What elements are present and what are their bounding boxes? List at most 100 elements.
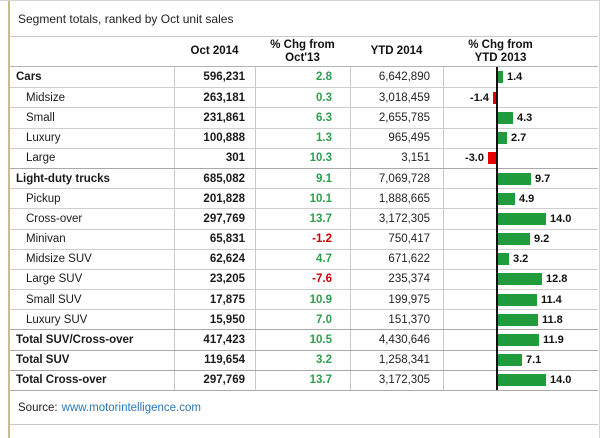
positive-bar: [498, 253, 509, 266]
oct-2014-value: 417,423: [174, 330, 255, 350]
chg-ytd-bar-cell: 2.7: [443, 128, 598, 148]
bar-value-label: 12.8: [546, 273, 568, 286]
bar-value-label: 4.9: [519, 192, 535, 205]
bar-value-label: 14.0: [550, 212, 572, 225]
ytd-2014-value: 3,018,459: [350, 88, 443, 108]
segment-label: Cars: [16, 71, 42, 84]
segment-label: Large: [26, 152, 56, 165]
chg-oct-value: 6.3: [255, 108, 350, 128]
bar-value-label: -1.4: [470, 91, 489, 104]
chg-oct-value: 7.0: [255, 310, 350, 330]
chg-oct-value: -1.2: [255, 229, 350, 249]
segment-label: Small: [26, 111, 55, 124]
negative-bar: [488, 152, 498, 165]
bar-value-label: -3.0: [465, 152, 484, 165]
positive-bar: [498, 293, 537, 306]
segment-label: Midsize SUV: [26, 253, 92, 266]
chg-ytd-bar-cell: 4.3: [443, 108, 598, 128]
table-row: Light-duty trucks 685,082 9.1 7,069,728 …: [10, 167, 598, 189]
chg-ytd-bar-cell: 9.2: [443, 229, 598, 249]
positive-bar: [498, 71, 503, 84]
bar-value-label: 11.4: [541, 293, 562, 306]
segment-label: Small SUV: [26, 293, 82, 306]
segment-label: Luxury: [26, 132, 61, 145]
chg-oct-value: 9.1: [255, 168, 350, 189]
bar-value-label: 9.7: [535, 172, 551, 185]
positive-bar: [498, 374, 546, 387]
bar-value-label: 7.1: [526, 354, 542, 367]
oct-2014-value: 263,181: [174, 88, 255, 108]
chg-ytd-bar-cell: 1.4: [443, 67, 598, 88]
chg-ytd-bar-cell: 11.4: [443, 290, 598, 310]
chg-ytd-bar-cell: 14.0: [443, 370, 598, 390]
chg-oct-value: 2.8: [255, 67, 350, 88]
report-content: Segment totals, ranked by Oct unit sales…: [10, 1, 598, 425]
oct-2014-value: 65,831: [174, 229, 255, 249]
header-ytd-2014: YTD 2014: [370, 45, 423, 57]
oct-2014-value: 297,769: [174, 209, 255, 229]
source-row: Source: www.motorintelligence.com: [10, 391, 598, 425]
chg-oct-value: 10.1: [255, 189, 350, 209]
positive-bar: [498, 192, 515, 205]
chart-zero-axis: [496, 67, 498, 390]
bar-value-label: 9.2: [534, 233, 550, 246]
positive-bar: [498, 132, 507, 145]
bar-value-label: 1.4: [507, 71, 523, 84]
chg-ytd-bar-cell: -1.4: [443, 88, 598, 108]
bar-value-label: 4.3: [517, 111, 533, 124]
ytd-2014-value: 2,655,785: [350, 108, 443, 128]
chg-ytd-bar-cell: 11.9: [443, 330, 598, 350]
table-row: Total SUV/Cross-over 417,423 10.5 4,430,…: [10, 329, 598, 350]
bar-value-label: 2.7: [511, 132, 527, 145]
segment-label: Total SUV/Cross-over: [16, 334, 134, 347]
positive-bar: [498, 212, 546, 225]
left-accent-border: [8, 1, 10, 438]
positive-bar: [498, 334, 539, 347]
positive-bar: [498, 313, 538, 326]
positive-bar: [498, 111, 513, 124]
table-row: Total SUV 119,654 3.2 1,258,341 7.1: [10, 349, 598, 370]
oct-2014-value: 301: [174, 148, 255, 168]
chg-ytd-bar-cell: 9.7: [443, 168, 598, 189]
segment-label: Pickup: [26, 192, 61, 205]
chg-ytd-bar-cell: 14.0: [443, 209, 598, 229]
oct-2014-value: 297,769: [174, 370, 255, 390]
table-row: Luxury SUV 15,950 7.0 151,370 11.8: [10, 309, 598, 330]
segment-label: Large SUV: [26, 273, 83, 286]
header-oct-2014: Oct 2014: [190, 45, 239, 57]
chg-oct-value: 3.2: [255, 350, 350, 370]
oct-2014-value: 596,231: [174, 67, 255, 88]
segment-label: Luxury SUV: [26, 313, 88, 326]
oct-2014-value: 231,861: [174, 108, 255, 128]
oct-2014-value: 685,082: [174, 168, 255, 189]
oct-2014-value: 62,624: [174, 249, 255, 269]
oct-2014-value: 17,875: [174, 290, 255, 310]
header-segment: [10, 37, 174, 66]
source-label: Source:: [18, 401, 58, 414]
segment-label: Total SUV: [16, 354, 70, 367]
chg-ytd-bar-cell: 11.8: [443, 310, 598, 330]
table-row: Large SUV 23,205 -7.6 235,374 12.8: [10, 268, 598, 290]
positive-bar: [498, 233, 530, 246]
ytd-2014-value: 750,417: [350, 229, 443, 249]
table-row: Small 231,861 6.3 2,655,785 4.3: [10, 107, 598, 128]
segment-label: Midsize: [26, 91, 65, 104]
ytd-2014-value: 3,172,305: [350, 209, 443, 229]
segment-label: Light-duty trucks: [16, 172, 110, 185]
segment-label: Cross-over: [26, 212, 83, 225]
chg-oct-value: 13.7: [255, 370, 350, 390]
chg-oct-value: 10.3: [255, 148, 350, 168]
positive-bar: [498, 172, 531, 185]
oct-2014-value: 119,654: [174, 350, 255, 370]
ytd-2014-value: 4,430,646: [350, 330, 443, 350]
bar-value-label: 14.0: [550, 374, 572, 387]
oct-2014-value: 100,888: [174, 128, 255, 148]
chg-ytd-bar-cell: 3.2: [443, 249, 598, 269]
table-row: Midsize 263,181 0.3 3,018,459 -1.4: [10, 87, 598, 108]
table-row: Midsize SUV 62,624 4.7 671,622 3.2: [10, 248, 598, 269]
source-link[interactable]: www.motorintelligence.com: [61, 401, 201, 414]
bar-value-label: 3.2: [513, 253, 529, 266]
segment-label: Total Cross-over: [16, 374, 107, 387]
table-body: Cars 596,231 2.8 6,642,890 1.4 Midsize 2…: [10, 67, 598, 391]
table-row: Cars 596,231 2.8 6,642,890 1.4: [10, 67, 598, 88]
